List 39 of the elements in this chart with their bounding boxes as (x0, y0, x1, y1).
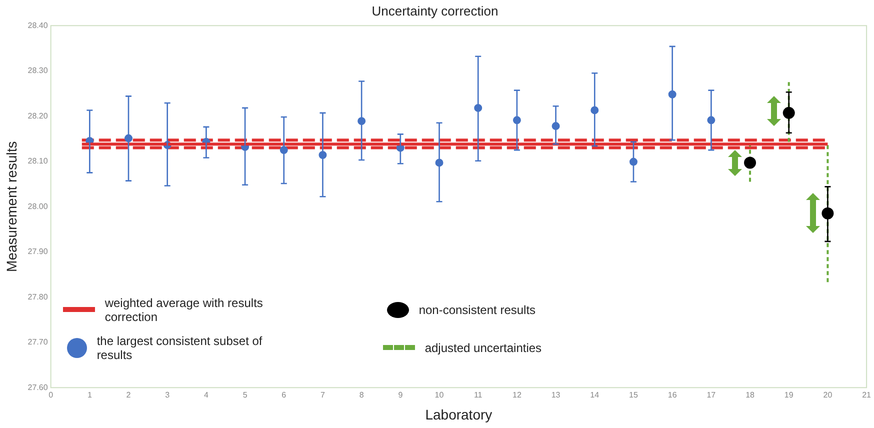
x-tick-label: 21 (862, 390, 872, 400)
y-axis-title: Measurement results (3, 141, 20, 272)
x-tick-label: 10 (434, 390, 444, 400)
x-tick-label: 2 (126, 390, 132, 400)
x-tick-label: 0 (48, 390, 54, 400)
legend-label: weighted average with results correction (104, 296, 264, 324)
y-tick-label: 28.30 (28, 66, 48, 76)
x-tick-label: 8 (359, 390, 364, 400)
x-tick-label: 4 (204, 390, 209, 400)
y-tick-label: 28.40 (28, 20, 48, 30)
x-tick-label: 12 (512, 390, 522, 400)
y-tick-label: 28.20 (28, 111, 48, 120)
x-tick-label: 5 (242, 390, 248, 400)
x-tick-label: 3 (165, 390, 170, 400)
x-tick-label: 11 (474, 390, 483, 400)
x-tick-label: 13 (551, 390, 561, 400)
x-tick-label: 14 (590, 390, 600, 400)
y-tick-label: 28.10 (28, 156, 48, 166)
legend-label: non-consistent results (418, 302, 536, 317)
chart-title: Uncertainty correction (372, 3, 498, 18)
y-tick-label: 27.90 (28, 247, 48, 256)
x-tick-label: 15 (629, 390, 638, 400)
x-tick-label: 16 (668, 390, 678, 400)
x-tick-label: 9 (398, 390, 404, 400)
legend-label: adjusted uncertainties (424, 340, 542, 355)
x-axis-title: Laboratory (425, 406, 492, 422)
x-tick-label: 20 (823, 390, 833, 400)
point (744, 156, 756, 169)
x-tick-label: 7 (320, 390, 326, 400)
x-tick-label: 18 (746, 390, 756, 400)
y-tick-label: 28.00 (28, 202, 48, 211)
x-tick-label: 1 (87, 390, 92, 400)
y-tick-label: 27.70 (28, 338, 48, 347)
legend-label: the largest consistent subset of results (96, 334, 264, 362)
y-tick-label: 27.60 (28, 382, 48, 392)
x-tick-label: 19 (784, 390, 794, 400)
x-tick-label: 17 (706, 390, 716, 400)
x-tick-label: 6 (282, 390, 287, 400)
y-tick-label: 27.80 (28, 292, 48, 302)
